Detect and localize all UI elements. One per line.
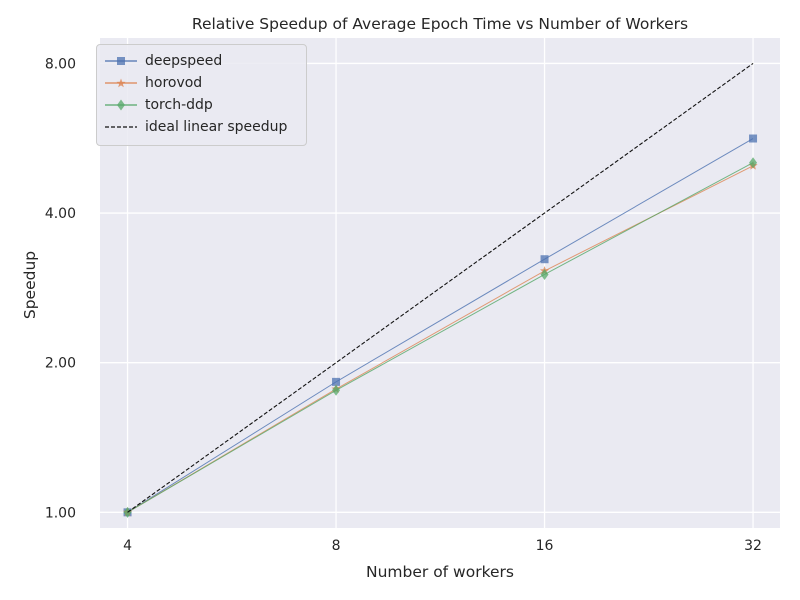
deepspeed-point [540,255,549,264]
deepspeed-legend-swatch [105,57,137,65]
deepspeed-point [749,134,758,143]
y-tick-label: 1.00 [45,505,76,521]
ideal-linear-speedup-line [127,62,754,513]
deepspeed-point [332,377,341,386]
legend-label-horovod: horovod [145,75,203,91]
legend-label-ideal: ideal linear speedup [145,119,288,135]
x-axis-label: Number of workers [366,563,514,581]
ideal-legend-swatch [105,126,137,128]
legend-label-torch-ddp: torch-ddp [145,97,213,113]
legend: deepspeed horovod torch-ddp ideal linear… [96,44,307,146]
series [122,62,758,518]
x-tick-label: 32 [744,538,762,554]
x-tick-label: 4 [123,538,132,554]
deepspeed-line [127,138,754,513]
y-tick-label: 4.00 [45,206,76,222]
legend-item-deepspeed: deepspeed [105,50,222,72]
x-tick-label: 8 [332,538,341,554]
torch-ddp-line [127,162,754,513]
x-tick-label: 16 [536,538,554,554]
horovod-legend-swatch [105,78,137,88]
torch-ddp-point [749,157,758,169]
tick-labels: 4 8 16 32 1.00 2.00 4.00 8.00 [45,56,762,554]
legend-item-ideal-linear-speedup: ideal linear speedup [105,116,287,138]
torch-ddp-point [540,268,549,280]
torch-ddp-point [332,384,341,396]
chart-title: Relative Speedup of Average Epoch Time v… [191,15,689,33]
legend-item-horovod: horovod [105,72,202,94]
legend-label-deepspeed: deepspeed [145,53,223,69]
y-tick-label: 2.00 [45,356,76,372]
y-tick-label: 8.00 [45,56,76,72]
legend-item-torch-ddp: torch-ddp [105,94,213,116]
torch-ddp-legend-swatch [105,99,137,111]
y-axis-label: Speedup [21,250,39,320]
